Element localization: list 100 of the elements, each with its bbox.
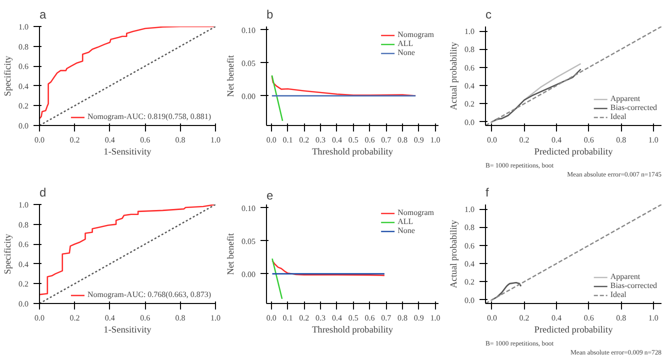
y-tick-label: 0.4 bbox=[18, 82, 28, 91]
legend-label: Bias-corrected bbox=[610, 281, 657, 290]
x-tick-label: 1.0 bbox=[210, 136, 220, 144]
x-tick-label: 0.9 bbox=[414, 314, 424, 322]
y-tick-label: 0.2 bbox=[464, 278, 474, 287]
x-tick-label: 1.0 bbox=[648, 136, 658, 144]
y-tick-label: 0.00 bbox=[242, 92, 256, 101]
x-tick-label: 0.6 bbox=[584, 136, 594, 144]
chart-title: a bbox=[40, 8, 46, 22]
x-tick-label: 0.2 bbox=[70, 136, 80, 144]
y-tick-label: 0.00 bbox=[242, 270, 256, 279]
x-tick-label: 0.0 bbox=[34, 314, 44, 322]
y-tick-label: 1.0 bbox=[464, 205, 474, 214]
x-tick-label: 0.0 bbox=[266, 136, 276, 144]
y-axis-title: Net benefit bbox=[226, 54, 236, 97]
x-axis-title: 1-Sensitivity bbox=[104, 326, 152, 336]
y-axis-title: Net benefit bbox=[226, 232, 236, 275]
y-axis-title: Actual probability bbox=[450, 42, 460, 110]
y-axis-title: Actual probability bbox=[450, 220, 460, 288]
chart-title: b bbox=[266, 8, 274, 22]
x-tick-label: 0.4 bbox=[332, 314, 342, 322]
x-tick-label: 0.8 bbox=[175, 136, 186, 144]
x-tick-label: 1.0 bbox=[648, 314, 658, 322]
y-tick-label: 1.0 bbox=[464, 27, 474, 36]
legend-label: Ideal bbox=[610, 112, 628, 121]
y-tick-label: 0.8 bbox=[18, 220, 28, 230]
y-tick-label: 0.6 bbox=[18, 240, 28, 250]
x-axis-title: Threshold probability bbox=[312, 148, 394, 158]
legend-label: Apparent bbox=[610, 272, 640, 281]
x-tick-label: 0.2 bbox=[299, 136, 310, 144]
y-tick-label: 0.2 bbox=[18, 280, 28, 289]
x-tick-label: 0.3 bbox=[316, 136, 326, 144]
x-tick-label: 0.4 bbox=[104, 136, 115, 144]
chart-title: c bbox=[486, 8, 492, 22]
x-tick-label: 0.0 bbox=[486, 136, 497, 144]
legend-label: Nomogram bbox=[398, 208, 434, 217]
x-tick-label: 0.4 bbox=[552, 136, 562, 144]
x-tick-label: 0.6 bbox=[364, 314, 375, 322]
x-tick-label: 0.8 bbox=[616, 136, 626, 144]
legend-label: ALL bbox=[398, 39, 414, 48]
legend-label: ALL bbox=[398, 217, 414, 226]
y-tick-label: 0.0 bbox=[464, 296, 474, 305]
x-tick-label: 0.2 bbox=[70, 314, 80, 322]
y-axis-title: Specificity bbox=[4, 233, 14, 274]
y-tick-label: 0.05 bbox=[242, 58, 256, 68]
chart-title: f bbox=[486, 186, 490, 200]
x-tick-label: 0.6 bbox=[364, 136, 375, 144]
x-tick-label: 1.0 bbox=[430, 136, 440, 144]
x-tick-label: 1.0 bbox=[210, 314, 220, 322]
x-axis-title: Predicted probability bbox=[534, 148, 614, 158]
x-tick-label: 0.8 bbox=[397, 136, 408, 144]
x-tick-label: 0.6 bbox=[584, 314, 594, 322]
x-tick-label: 0.5 bbox=[348, 136, 358, 144]
legend-label: Nomogram bbox=[398, 30, 434, 39]
x-tick-label: 0.4 bbox=[332, 136, 342, 144]
x-tick-label: 0.3 bbox=[316, 314, 326, 322]
x-tick-label: 0.0 bbox=[266, 314, 276, 322]
legend-label: Nomogram-AUC: 0.819(0.758, 0.881) bbox=[87, 112, 211, 121]
x-tick-label: 1.0 bbox=[430, 314, 440, 322]
y-tick-label: 0.6 bbox=[18, 62, 28, 72]
chart-title: d bbox=[40, 186, 46, 200]
x-tick-label: 0.8 bbox=[397, 314, 408, 322]
y-tick-label: 1.0 bbox=[18, 22, 28, 32]
legend-label: Bias-corrected bbox=[610, 103, 657, 112]
y-tick-label: 0.4 bbox=[464, 260, 474, 269]
y-tick-label: 0.6 bbox=[464, 63, 474, 72]
y-tick-label: 0.8 bbox=[464, 45, 474, 54]
x-tick-label: 0.9 bbox=[414, 136, 424, 144]
x-tick-label: 0.1 bbox=[282, 314, 293, 322]
x-tick-label: 0.4 bbox=[104, 314, 115, 322]
x-tick-label: 0.2 bbox=[519, 314, 530, 322]
x-tick-label: 0.4 bbox=[552, 314, 562, 322]
y-tick-label: 0.2 bbox=[18, 102, 28, 111]
y-tick-label: 0.8 bbox=[18, 42, 28, 52]
y-tick-label: 1.0 bbox=[18, 200, 28, 210]
y-tick-label: 0.6 bbox=[464, 241, 474, 250]
legend-label: None bbox=[398, 226, 416, 235]
x-tick-label: 0.8 bbox=[616, 314, 626, 322]
x-axis-title: Threshold probability bbox=[312, 326, 394, 336]
x-tick-label: 0.0 bbox=[486, 314, 497, 322]
x-tick-label: 0.8 bbox=[175, 314, 186, 322]
y-tick-label: 0.4 bbox=[18, 260, 28, 269]
y-tick-label: 0.4 bbox=[464, 82, 474, 91]
x-tick-label: 0.7 bbox=[381, 136, 392, 144]
y-axis-title: Specificity bbox=[4, 55, 14, 96]
x-tick-label: 0.7 bbox=[381, 314, 392, 322]
y-tick-label: 0.0 bbox=[464, 118, 474, 127]
x-axis-title: 1-Sensitivity bbox=[104, 148, 152, 158]
y-tick-label: 0.2 bbox=[464, 100, 474, 109]
legend-label: Apparent bbox=[610, 94, 640, 103]
y-tick-label: 0.10 bbox=[242, 204, 256, 213]
legend-label: Nomogram-AUC: 0.768(0.663, 0.873) bbox=[87, 290, 211, 299]
x-tick-label: 0.6 bbox=[140, 136, 150, 144]
y-tick-label: 0.0 bbox=[18, 122, 28, 130]
legend-label: None bbox=[398, 48, 416, 57]
legend-label: Ideal bbox=[610, 290, 628, 299]
x-tick-label: 0.2 bbox=[519, 136, 530, 144]
x-axis-title: Predicted probability bbox=[534, 326, 614, 336]
y-tick-label: 0.05 bbox=[242, 236, 256, 246]
y-tick-label: 0.8 bbox=[464, 223, 474, 232]
